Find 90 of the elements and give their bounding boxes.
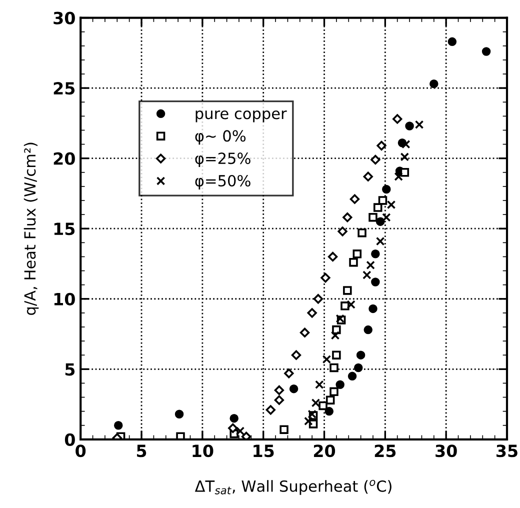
point bbox=[330, 331, 340, 340]
point bbox=[291, 350, 302, 360]
y-tick-label: 5 bbox=[65, 363, 75, 376]
point bbox=[394, 172, 403, 181]
point bbox=[330, 387, 338, 396]
point bbox=[230, 414, 238, 423]
point bbox=[400, 152, 410, 162]
point bbox=[405, 122, 414, 130]
point bbox=[414, 120, 424, 129]
point bbox=[326, 396, 335, 404]
point bbox=[371, 250, 380, 258]
point bbox=[378, 196, 388, 205]
point bbox=[300, 328, 310, 338]
y-tick-label: 0 bbox=[64, 433, 75, 446]
point bbox=[266, 405, 276, 415]
point bbox=[174, 410, 184, 418]
point bbox=[382, 212, 391, 222]
y-tick-label: 25 bbox=[54, 82, 75, 95]
point bbox=[362, 270, 372, 280]
point bbox=[342, 212, 352, 222]
x-tick-label: 10 bbox=[192, 444, 214, 458]
point bbox=[274, 395, 284, 405]
point bbox=[328, 252, 338, 262]
x-axis-title: ΔT$_{sat}$, Wall Superheat ($^{o}$C) bbox=[194, 480, 392, 495]
point bbox=[315, 380, 324, 389]
point bbox=[307, 308, 317, 318]
point bbox=[289, 384, 298, 394]
point bbox=[340, 302, 350, 310]
point bbox=[332, 350, 341, 360]
point bbox=[228, 423, 238, 434]
point bbox=[363, 172, 373, 182]
point bbox=[349, 258, 358, 267]
point bbox=[280, 425, 288, 434]
point bbox=[376, 140, 386, 151]
point bbox=[346, 300, 356, 309]
point bbox=[352, 250, 362, 258]
point bbox=[354, 363, 363, 372]
legend-label: pure copper bbox=[196, 110, 287, 122]
point bbox=[311, 398, 320, 408]
point bbox=[176, 432, 185, 440]
point bbox=[358, 228, 366, 238]
x-tick-label: 35 bbox=[496, 444, 518, 458]
point bbox=[241, 432, 252, 440]
point bbox=[376, 217, 385, 226]
x-tick-label: 15 bbox=[254, 444, 274, 458]
point bbox=[382, 184, 391, 194]
point bbox=[313, 294, 323, 304]
point bbox=[364, 325, 372, 334]
point bbox=[370, 154, 380, 165]
point bbox=[430, 79, 438, 88]
point bbox=[400, 168, 410, 177]
point bbox=[348, 372, 357, 381]
y-tick-label: 15 bbox=[54, 222, 75, 236]
point bbox=[368, 304, 378, 314]
point bbox=[350, 194, 360, 204]
x-tick-label: 5 bbox=[137, 444, 146, 458]
x-tick-label: 20 bbox=[314, 444, 336, 458]
x-tick-label: 0 bbox=[76, 444, 86, 458]
y-tick-label: 30 bbox=[54, 12, 75, 24]
point bbox=[386, 200, 396, 210]
legend-label: φ=50% bbox=[195, 174, 250, 190]
point bbox=[338, 226, 348, 236]
point bbox=[366, 260, 375, 270]
legend-label: φ~ 0% bbox=[195, 130, 246, 145]
point bbox=[318, 401, 328, 410]
point bbox=[356, 350, 366, 360]
point bbox=[371, 278, 380, 286]
point bbox=[402, 140, 410, 149]
x-tick-label: 25 bbox=[374, 444, 396, 458]
point bbox=[114, 420, 123, 430]
point bbox=[274, 385, 284, 396]
point bbox=[322, 354, 332, 364]
point bbox=[284, 368, 294, 378]
point bbox=[320, 272, 330, 283]
legend-label: φ=25% bbox=[195, 152, 250, 168]
point bbox=[373, 203, 382, 212]
x-tick-label: 30 bbox=[436, 444, 457, 458]
point bbox=[376, 236, 385, 246]
y-tick-label: 20 bbox=[54, 152, 75, 165]
point bbox=[368, 212, 378, 222]
point bbox=[482, 47, 491, 56]
point bbox=[330, 363, 338, 372]
point bbox=[324, 406, 334, 416]
y-tick-label: 10 bbox=[54, 292, 75, 306]
point bbox=[336, 380, 344, 389]
point bbox=[448, 37, 457, 46]
point bbox=[304, 416, 313, 426]
y-axis-title: q/A, Heat Flux (W/cm²) bbox=[24, 142, 39, 315]
point bbox=[343, 286, 352, 295]
point bbox=[392, 114, 402, 124]
